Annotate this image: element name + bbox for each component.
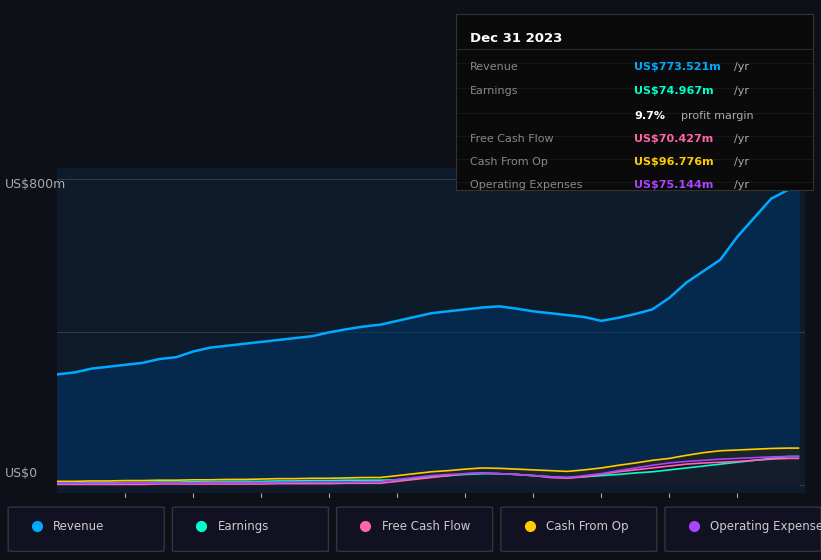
Text: Cash From Op: Cash From Op xyxy=(470,157,548,167)
Text: US$70.427m: US$70.427m xyxy=(635,134,713,144)
Text: Operating Expenses: Operating Expenses xyxy=(470,180,582,190)
Text: Free Cash Flow: Free Cash Flow xyxy=(382,520,470,533)
FancyBboxPatch shape xyxy=(8,507,164,552)
Text: US$0: US$0 xyxy=(5,467,39,480)
Text: /yr: /yr xyxy=(734,157,750,167)
Text: 9.7%: 9.7% xyxy=(635,111,665,121)
Text: US$74.967m: US$74.967m xyxy=(635,86,713,96)
FancyBboxPatch shape xyxy=(337,507,493,552)
Text: /yr: /yr xyxy=(734,180,750,190)
Text: Revenue: Revenue xyxy=(470,62,519,72)
FancyBboxPatch shape xyxy=(665,507,821,552)
Text: /yr: /yr xyxy=(734,86,750,96)
Text: US$800m: US$800m xyxy=(5,178,67,191)
Text: Operating Expenses: Operating Expenses xyxy=(710,520,821,533)
Text: US$75.144m: US$75.144m xyxy=(635,180,713,190)
Text: US$773.521m: US$773.521m xyxy=(635,62,721,72)
Text: US$96.776m: US$96.776m xyxy=(635,157,713,167)
Text: Earnings: Earnings xyxy=(470,86,518,96)
Text: Earnings: Earnings xyxy=(218,520,269,533)
Text: Dec 31 2023: Dec 31 2023 xyxy=(470,31,562,45)
Text: profit margin: profit margin xyxy=(681,111,754,121)
Text: Free Cash Flow: Free Cash Flow xyxy=(470,134,553,144)
Text: /yr: /yr xyxy=(734,134,750,144)
Text: Cash From Op: Cash From Op xyxy=(546,520,628,533)
FancyBboxPatch shape xyxy=(172,507,328,552)
FancyBboxPatch shape xyxy=(501,507,657,552)
Text: /yr: /yr xyxy=(734,62,750,72)
Text: Revenue: Revenue xyxy=(53,520,105,533)
